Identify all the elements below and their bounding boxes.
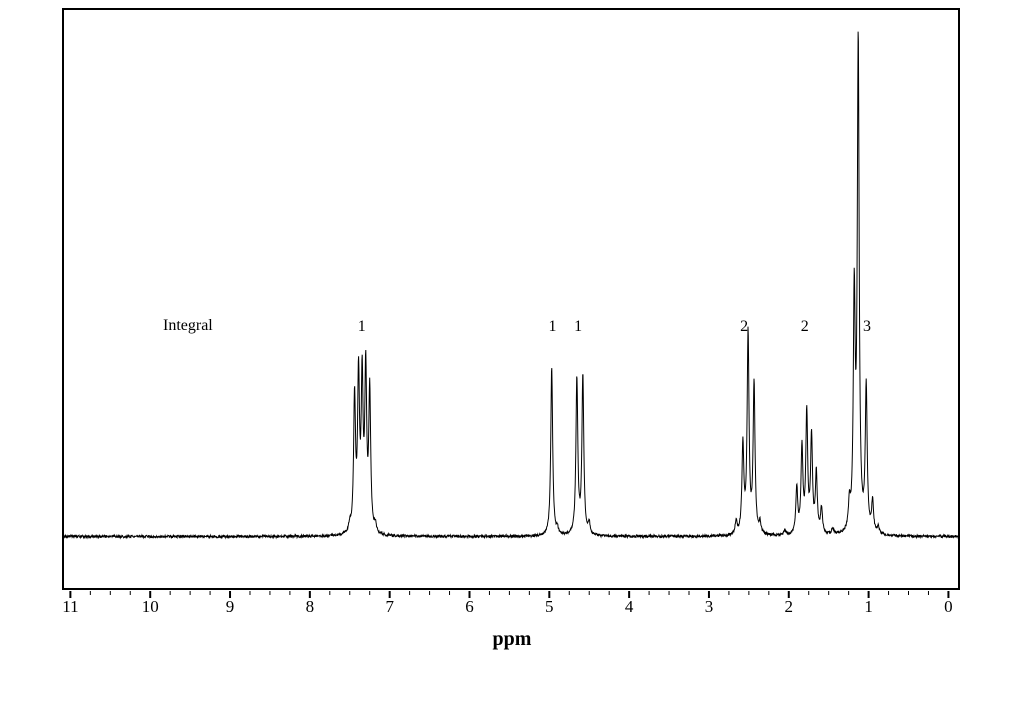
x-axis-tick-label: 7: [385, 597, 394, 616]
x-axis-tick-label: 4: [624, 597, 634, 616]
plot-border: [62, 8, 960, 590]
x-axis-tick-label: 0: [944, 597, 953, 616]
x-axis-tick-label: 3: [704, 597, 714, 616]
x-axis-tick-label: 9: [225, 597, 235, 616]
x-axis-tick-label: 2: [784, 597, 794, 616]
x-axis-tick-label: 8: [305, 597, 315, 616]
integral-axis-title: Integral: [163, 317, 213, 334]
integral-value-label: 2: [800, 318, 809, 335]
integral-value-label: 3: [863, 318, 871, 335]
integral-value-label: 1: [574, 318, 583, 335]
integral-value-label: 1: [548, 318, 557, 335]
x-axis-tick-label: 6: [465, 597, 474, 616]
x-axis-tick-label: 11: [62, 597, 79, 616]
x-axis-title: ppm: [492, 628, 532, 650]
x-axis-tick-label: 10: [141, 597, 159, 616]
integral-value-label: 2: [740, 318, 749, 335]
x-axis-tick-label: 5: [545, 597, 554, 616]
x-axis-ticks: [69, 591, 950, 598]
spectrum-trace: [63, 31, 959, 540]
integral-value-label: 1: [357, 318, 366, 335]
x-axis-tick-label: 1: [864, 597, 873, 616]
